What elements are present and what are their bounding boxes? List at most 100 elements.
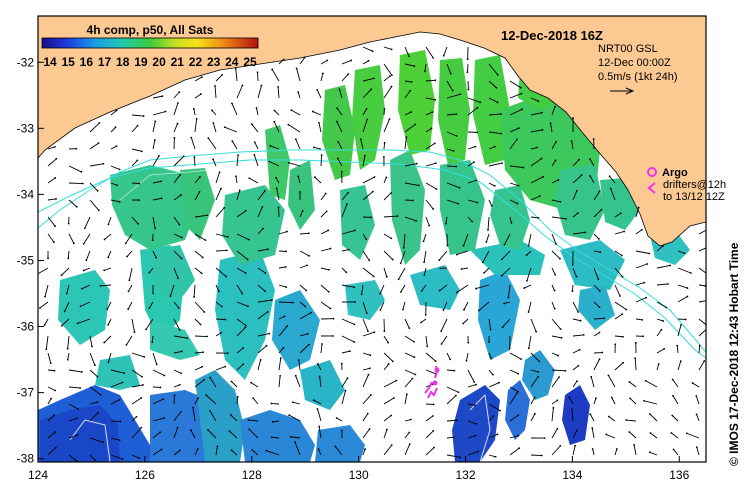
current-vector (528, 335, 532, 349)
current-vector-head (173, 136, 176, 139)
current-vector (190, 137, 196, 150)
current-vector (530, 376, 539, 388)
current-vector-head (80, 371, 83, 373)
current-vector (614, 313, 623, 320)
current-vector-head (589, 158, 591, 161)
current-vector (110, 437, 120, 441)
current-vector-head (75, 205, 78, 208)
current-vector-head (440, 343, 443, 345)
argo-float-marker (432, 380, 438, 386)
current-vector-head (669, 264, 672, 267)
current-vector (383, 177, 387, 184)
current-vector-head (305, 289, 308, 292)
current-vector (383, 215, 398, 218)
current-vector-head (622, 361, 625, 364)
current-vector-head (476, 106, 479, 109)
current-vector (152, 431, 161, 439)
current-vector-head (488, 341, 490, 343)
current-vector-head (279, 374, 282, 377)
x-tick-label: 126 (135, 468, 155, 482)
current-vector (299, 57, 305, 65)
current-vector (362, 318, 369, 332)
current-vector (236, 250, 248, 260)
current-vector (290, 436, 301, 439)
current-vector (509, 393, 518, 405)
current-vector-head (297, 91, 300, 93)
current-vector-head (417, 184, 420, 187)
current-vector-head (603, 317, 605, 320)
current-vector-head (490, 205, 493, 207)
current-vector (425, 352, 436, 362)
current-vector (635, 282, 645, 286)
current-vector (320, 73, 324, 82)
current-vector (572, 334, 584, 337)
current-vector (68, 199, 78, 208)
current-vector-head (363, 154, 366, 157)
current-vector (173, 91, 180, 99)
current-vector (127, 301, 133, 310)
current-vector-head (370, 88, 373, 91)
current-vector (248, 428, 259, 439)
current-vector-head (159, 386, 162, 389)
current-vector (215, 249, 227, 252)
current-vector-head (316, 408, 319, 410)
current-vector-head (536, 146, 538, 149)
current-vector (314, 176, 322, 184)
current-vector (292, 401, 301, 405)
current-vector (295, 375, 301, 388)
current-vector-head (533, 396, 536, 399)
current-vector-head (47, 257, 49, 260)
current-vector (152, 180, 162, 184)
current-vector (383, 363, 390, 371)
current-vector-head (383, 141, 386, 144)
current-vector-head (85, 259, 88, 262)
current-vector-head (299, 191, 301, 193)
current-vector-head (605, 433, 608, 436)
current-vector-head (458, 186, 461, 189)
current-vector (68, 434, 78, 439)
current-vector-head (316, 363, 319, 365)
current-vector-head (455, 291, 458, 294)
scale-arrow-head-icon (625, 87, 635, 95)
x-tick-label: 128 (242, 468, 262, 482)
current-vector (194, 118, 198, 133)
current-vector-head (433, 446, 436, 449)
current-vector-head (275, 176, 277, 179)
current-vector-head (608, 175, 611, 178)
current-vector (461, 267, 469, 270)
current-vector (402, 301, 406, 310)
current-vector-head (391, 258, 394, 261)
current-vector (173, 350, 182, 354)
current-vector-head (244, 272, 247, 275)
current-vector (236, 318, 247, 326)
current-vector (131, 352, 145, 358)
current-vector-head (212, 122, 215, 124)
current-vector (589, 413, 595, 422)
current-vector (383, 119, 390, 133)
current-vector-head (76, 434, 79, 437)
current-vector (593, 358, 600, 371)
current-vector-head (621, 313, 624, 316)
current-vector (68, 165, 82, 173)
current-vector (404, 444, 411, 456)
current-vector-head (399, 262, 402, 265)
current-vector-head (270, 436, 273, 439)
current-vector (488, 131, 502, 135)
plot-frame (37, 15, 707, 463)
current-vector (551, 399, 558, 405)
current-vector (635, 297, 647, 303)
current-vector-head (270, 402, 273, 405)
current-vector-head (540, 111, 543, 114)
current-vector (501, 250, 511, 260)
current-vector (151, 335, 154, 343)
current-vector (215, 188, 222, 201)
current-vector-head (135, 415, 138, 418)
current-vector (89, 437, 104, 443)
current-vector (425, 128, 432, 133)
current-vector (194, 351, 204, 354)
current-vector (152, 95, 163, 99)
current-vector-head (442, 54, 445, 57)
current-vector (152, 197, 162, 201)
current-source: NRT00 GSL (598, 43, 658, 55)
current-vector (551, 376, 560, 388)
